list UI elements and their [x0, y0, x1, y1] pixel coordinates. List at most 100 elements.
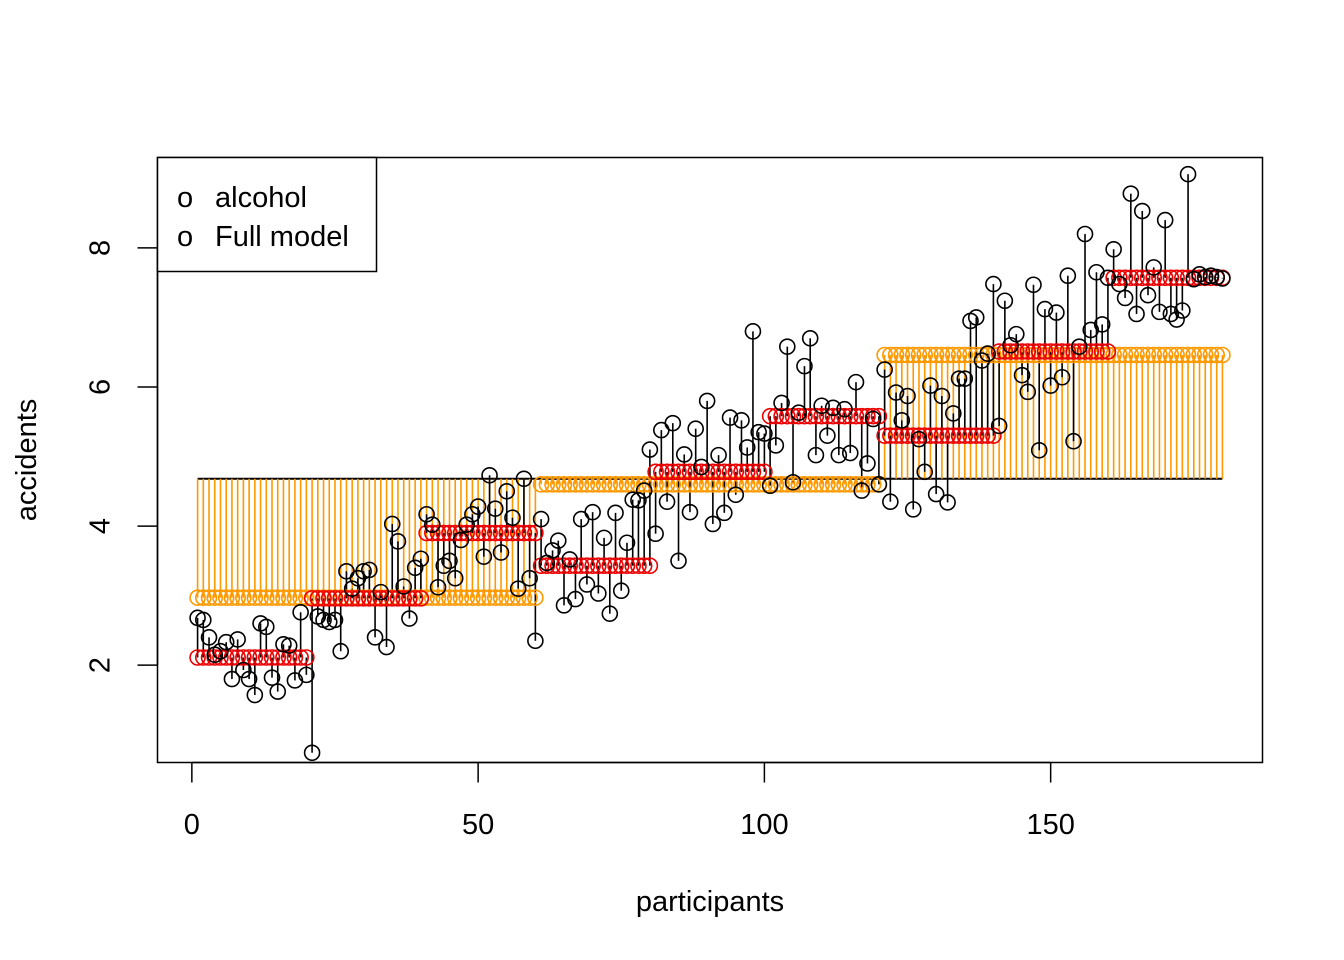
full-model-fitted-point — [1036, 343, 1054, 360]
observed-point — [1076, 225, 1094, 243]
observed-point — [618, 534, 636, 552]
full-model-fitted-point — [1162, 269, 1180, 287]
observed-point — [790, 404, 808, 422]
observed-point — [1179, 165, 1197, 183]
full-model-fitted-point — [412, 590, 430, 607]
full-model-fitted-point — [1076, 343, 1094, 360]
observed-point — [1185, 270, 1203, 288]
observed-point — [595, 529, 613, 547]
observed-point — [870, 476, 888, 493]
observed-point — [246, 686, 264, 704]
alcohol-fitted-point — [1156, 346, 1174, 364]
alcohol-fitted-point — [1179, 346, 1197, 364]
observed-point — [418, 505, 435, 523]
full-model-fitted-point — [1019, 343, 1037, 360]
observed-point — [893, 412, 911, 429]
observed-point — [458, 516, 475, 533]
alcohol-fitted-point — [275, 589, 292, 606]
observed-point — [1042, 377, 1059, 394]
observed-point — [332, 642, 350, 660]
full-model-fitted-point — [509, 524, 527, 542]
alcohol-fitted-point — [950, 346, 968, 364]
alcohol-fitted-point — [486, 589, 504, 606]
observed-point — [939, 494, 956, 511]
full-model-fitted-point — [612, 557, 630, 575]
alcohol-fitted-point — [538, 476, 556, 493]
full-model-fitted-point — [1025, 343, 1042, 360]
observed-point — [1151, 303, 1168, 321]
observed-point — [235, 661, 252, 679]
observed-point — [784, 473, 802, 491]
alcohol-fitted-point — [555, 476, 573, 493]
alcohol-fitted-point — [446, 589, 464, 606]
alcohol-fitted-point — [973, 346, 991, 364]
full-model-fitted-point — [1053, 343, 1071, 360]
full-model-fitted-point — [235, 649, 252, 666]
legend-box — [156, 156, 378, 273]
full-model-fitted-point — [567, 557, 584, 575]
observed-point — [910, 430, 928, 448]
observed-point — [1013, 366, 1031, 384]
alcohol-fitted-point — [819, 476, 836, 493]
observed-point — [1156, 211, 1174, 229]
full-model-fitted-point — [590, 557, 607, 575]
observed-point — [778, 338, 796, 355]
observed-point — [738, 439, 756, 456]
observed-point — [366, 629, 384, 646]
alcohol-fitted-point — [939, 346, 956, 364]
observed-point — [658, 493, 676, 511]
observed-point — [275, 635, 292, 653]
full-model-fitted-point — [1156, 269, 1174, 287]
alcohol-fitted-point — [481, 589, 498, 606]
full-model-fitted-point — [469, 524, 487, 542]
observed-point — [922, 377, 939, 394]
full-model-fitted-point — [189, 649, 206, 666]
x-tick-label: 0 — [184, 809, 200, 841]
alcohol-fitted-point — [452, 589, 470, 606]
x-axis-label: participants — [636, 886, 784, 918]
full-model-fitted-point — [252, 649, 269, 666]
alcohol-fitted-point — [280, 589, 298, 606]
full-model-fitted-point — [355, 590, 372, 607]
observed-point — [967, 309, 985, 326]
full-model-fitted-point — [378, 590, 395, 607]
observed-point — [767, 437, 785, 454]
alcohol-fitted-point — [252, 589, 269, 606]
full-model-fitted-point — [263, 649, 281, 666]
alcohol-fitted-point — [824, 476, 842, 493]
full-model-fitted-point — [985, 427, 1002, 444]
full-model-fitted-point — [475, 524, 493, 542]
alcohol-fitted-point — [887, 346, 905, 364]
full-model-fitted-point — [738, 463, 756, 481]
observed-point — [687, 420, 704, 438]
full-model-fitted-point — [693, 463, 710, 481]
observed-point — [807, 446, 825, 464]
observed-point — [1105, 240, 1122, 258]
observed-point — [1008, 325, 1025, 343]
alcohol-fitted-point — [904, 346, 922, 364]
observed-point — [195, 611, 212, 629]
full-model-fitted-point — [887, 427, 905, 444]
observed-point — [1174, 302, 1191, 319]
full-model-fitted-point — [366, 590, 384, 607]
legend-full-model-symbol: o — [177, 221, 193, 253]
alcohol-fitted-point — [1151, 346, 1168, 364]
alcohol-fitted-point — [1208, 346, 1225, 364]
alcohol-fitted-point — [544, 476, 561, 493]
observed-point — [1128, 305, 1145, 323]
full-model-fitted-point — [338, 590, 355, 607]
alcohol-fitted-point — [813, 476, 830, 493]
observed-point — [916, 463, 934, 481]
full-model-fitted-point — [670, 463, 687, 481]
full-model-fitted-point — [641, 557, 659, 575]
observed-point — [693, 458, 710, 476]
full-model-fitted-point — [1059, 343, 1077, 360]
full-model-fitted-point — [292, 649, 309, 666]
observed-point — [635, 482, 653, 499]
alcohol-fitted-point — [945, 346, 962, 364]
alcohol-fitted-point — [298, 589, 315, 606]
full-model-fitted-point — [349, 590, 367, 607]
full-model-fitted-point — [761, 407, 779, 425]
observed-point — [372, 583, 390, 601]
observed-point — [756, 425, 773, 442]
